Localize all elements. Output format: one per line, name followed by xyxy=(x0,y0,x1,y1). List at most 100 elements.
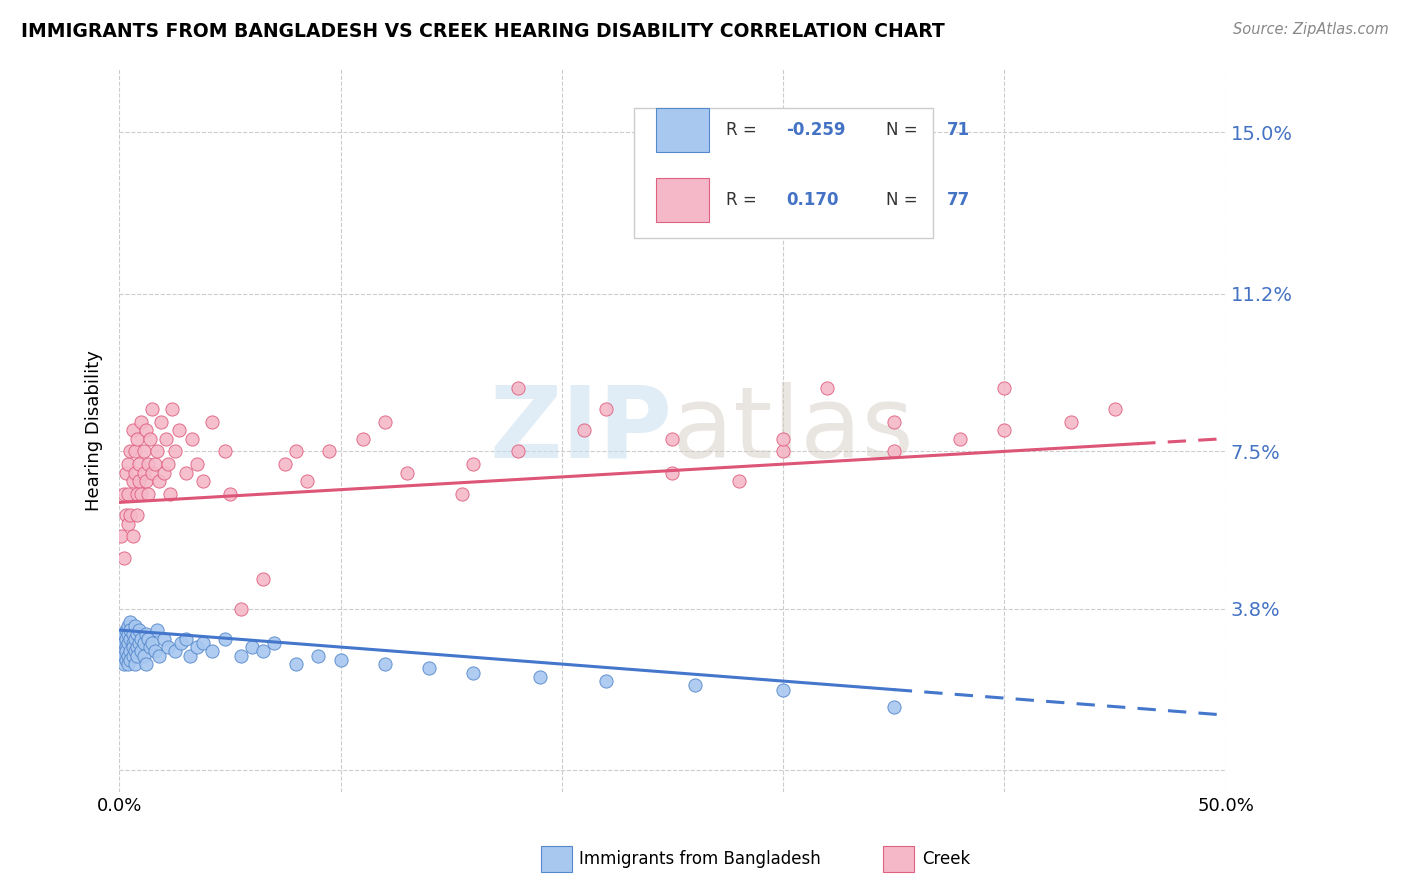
Point xyxy=(595,401,617,416)
Point xyxy=(115,466,138,480)
Point xyxy=(148,474,170,488)
Point xyxy=(186,640,208,654)
Point xyxy=(117,627,139,641)
Point xyxy=(117,487,139,501)
Point xyxy=(132,444,155,458)
Point xyxy=(285,657,308,671)
Text: ZIP: ZIP xyxy=(489,382,672,479)
Point xyxy=(949,432,972,446)
Point xyxy=(728,474,751,488)
Point xyxy=(117,648,139,663)
Point xyxy=(240,640,263,654)
Point xyxy=(395,466,418,480)
Point xyxy=(883,699,905,714)
Point xyxy=(815,380,838,394)
Point xyxy=(121,648,143,663)
Text: N =: N = xyxy=(886,121,922,139)
Point xyxy=(117,619,139,633)
Point xyxy=(132,648,155,663)
Point xyxy=(451,487,474,501)
Point xyxy=(181,432,204,446)
Text: 77: 77 xyxy=(946,191,970,209)
Point xyxy=(274,457,297,471)
Point xyxy=(120,444,142,458)
Point xyxy=(352,432,374,446)
Point xyxy=(136,632,159,646)
Point xyxy=(115,640,138,654)
Point xyxy=(285,444,308,458)
Text: Immigrants from Bangladesh: Immigrants from Bangladesh xyxy=(579,850,821,868)
Point xyxy=(772,444,794,458)
Point xyxy=(263,636,285,650)
Point xyxy=(112,550,135,565)
Point xyxy=(201,415,224,429)
Point xyxy=(141,636,163,650)
Point xyxy=(595,674,617,689)
Point xyxy=(121,640,143,654)
Point xyxy=(125,432,148,446)
Point xyxy=(683,678,706,692)
Point xyxy=(148,648,170,663)
Point xyxy=(135,423,157,437)
Point xyxy=(214,444,236,458)
Point xyxy=(463,665,485,680)
Point xyxy=(193,636,215,650)
Point xyxy=(125,508,148,523)
Point xyxy=(120,615,142,629)
Point xyxy=(329,653,352,667)
Point xyxy=(121,627,143,641)
Point xyxy=(883,415,905,429)
Point xyxy=(112,657,135,671)
Text: R =: R = xyxy=(725,121,762,139)
Point xyxy=(529,670,551,684)
Point xyxy=(124,466,146,480)
Text: 0.170: 0.170 xyxy=(786,191,839,209)
Point xyxy=(139,640,162,654)
Point xyxy=(112,487,135,501)
Point xyxy=(120,644,142,658)
Point xyxy=(219,487,242,501)
Point xyxy=(772,432,794,446)
Point xyxy=(120,653,142,667)
Point xyxy=(141,466,163,480)
Point xyxy=(112,627,135,641)
Point xyxy=(143,644,166,658)
Point xyxy=(170,636,193,650)
FancyBboxPatch shape xyxy=(655,108,709,152)
Point xyxy=(136,457,159,471)
Point xyxy=(167,423,190,437)
Point xyxy=(229,601,252,615)
Point xyxy=(163,444,186,458)
Point xyxy=(159,487,181,501)
Point xyxy=(252,572,274,586)
Text: Creek: Creek xyxy=(922,850,970,868)
Point xyxy=(110,632,132,646)
Point xyxy=(121,529,143,543)
Point xyxy=(132,466,155,480)
Point xyxy=(125,648,148,663)
Point xyxy=(131,415,153,429)
Point xyxy=(128,636,150,650)
Point xyxy=(186,457,208,471)
Point xyxy=(229,648,252,663)
Point xyxy=(162,401,184,416)
Y-axis label: Hearing Disability: Hearing Disability xyxy=(86,350,103,510)
Point xyxy=(252,644,274,658)
Point xyxy=(115,632,138,646)
Text: N =: N = xyxy=(886,191,922,209)
Point xyxy=(125,487,148,501)
Point xyxy=(124,632,146,646)
Point xyxy=(572,423,595,437)
Text: R =: R = xyxy=(725,191,762,209)
Point xyxy=(163,644,186,658)
Point xyxy=(141,401,163,416)
Point xyxy=(124,644,146,658)
Point xyxy=(193,474,215,488)
Point xyxy=(883,444,905,458)
Point xyxy=(214,632,236,646)
Point xyxy=(152,466,174,480)
Point xyxy=(117,516,139,531)
Point xyxy=(128,474,150,488)
Point xyxy=(143,457,166,471)
Point xyxy=(993,380,1015,394)
